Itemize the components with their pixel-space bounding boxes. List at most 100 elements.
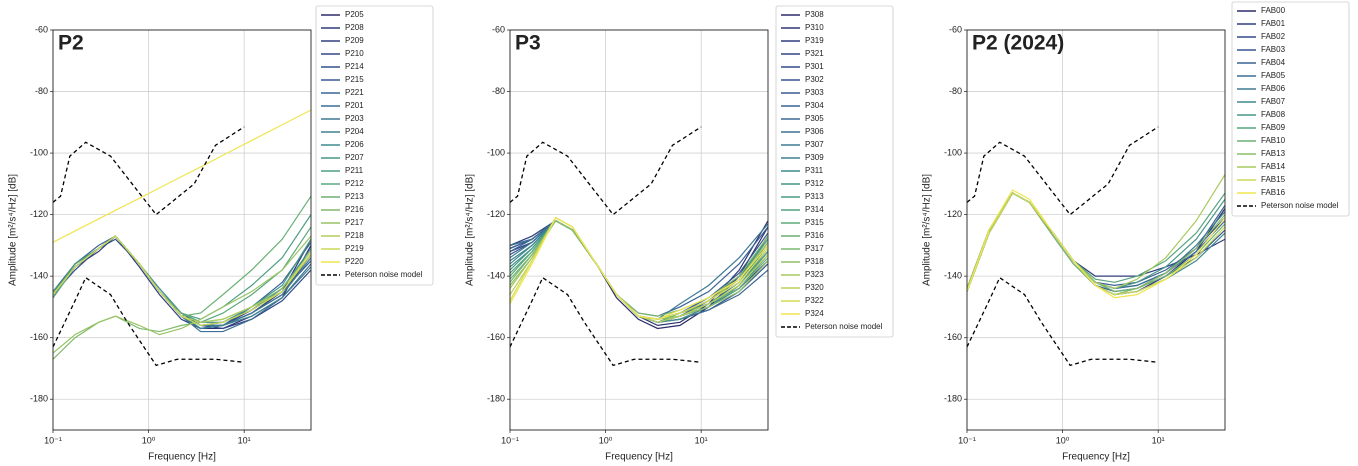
- x-axis-label: Frequency [Hz]: [605, 452, 673, 463]
- legend-label: P304: [805, 101, 824, 110]
- legend-frame: [775, 5, 894, 338]
- legend-label: FAB13: [1261, 149, 1286, 158]
- series-line: [53, 235, 311, 326]
- legend-label: P215: [345, 75, 364, 84]
- series-line: [967, 189, 1225, 299]
- legend-label: Peterson noise model: [805, 322, 883, 331]
- legend-label: P214: [345, 62, 364, 71]
- series-line: [510, 126, 702, 367]
- legend-label: P219: [345, 244, 364, 253]
- y-tick-label: -60: [949, 24, 962, 34]
- legend-label: P213: [345, 192, 364, 201]
- legend-label: P218: [345, 231, 364, 240]
- y-tick-label: -160: [487, 332, 505, 342]
- y-axis-label: Amplitude [m²/s⁴/Hz] [dB]: [922, 174, 933, 286]
- legend-label: P313: [805, 192, 824, 201]
- y-tick-label: -60: [492, 24, 505, 34]
- legend-label: FAB07: [1261, 97, 1286, 106]
- legend-label: P217: [345, 218, 364, 227]
- y-tick-label: -100: [487, 147, 505, 157]
- y-tick-label: -180: [30, 394, 48, 404]
- y-tick-label: -80: [492, 86, 505, 96]
- x-tick-label: 10¹: [1152, 435, 1165, 445]
- legend-label: P221: [345, 88, 364, 97]
- legend-label: P319: [805, 36, 824, 45]
- y-tick-label: -100: [944, 147, 962, 157]
- legend-label: P209: [345, 36, 364, 45]
- chart-title: P2 (2024): [972, 32, 1064, 55]
- y-tick-label: -80: [35, 86, 48, 96]
- legend-label: FAB14: [1261, 162, 1286, 171]
- x-axis-label: Frequency [Hz]: [148, 452, 216, 463]
- legend-label: FAB09: [1261, 123, 1286, 132]
- legend-label: Peterson noise model: [1261, 201, 1339, 210]
- panel: -180 -160 -140 -120 -100 -80 -60 10⁻¹ 10⁰ 10¹ P2 (…: [922, 1, 1350, 463]
- legend-label: P212: [345, 179, 364, 188]
- legend-label: P314: [805, 205, 824, 214]
- y-tick-label: -140: [944, 271, 962, 281]
- panel: -180 -160 -140 -120 -100 -80 -60 10⁻¹ 10⁰ 10¹ P3 Fr…: [465, 5, 894, 463]
- chart-title: P3: [515, 32, 541, 55]
- x-tick-label: 10⁻¹: [501, 435, 519, 445]
- legend-label: P216: [345, 205, 364, 214]
- legend-label: P317: [805, 244, 824, 253]
- y-tick-label: -140: [487, 271, 505, 281]
- series-line: [53, 126, 245, 367]
- legend-label: P204: [345, 127, 364, 136]
- legend-label: FAB02: [1261, 32, 1286, 41]
- legend-label: P201: [345, 101, 364, 110]
- legend-label: P324: [805, 309, 824, 318]
- plot-frame: [966, 29, 1226, 431]
- y-axis-label: Amplitude [m²/s⁴/Hz] [dB]: [8, 174, 19, 286]
- y-tick-label: -80: [949, 86, 962, 96]
- legend-label: FAB06: [1261, 84, 1286, 93]
- legend-label: P211: [345, 166, 364, 175]
- legend-label: FAB10: [1261, 136, 1286, 145]
- legend-label: Peterson noise model: [345, 270, 423, 279]
- legend-label: P303: [805, 88, 824, 97]
- legend-label: P308: [805, 10, 824, 19]
- legend-label: P318: [805, 257, 824, 266]
- legend-frame: [315, 5, 434, 286]
- y-tick-label: -60: [35, 24, 48, 34]
- y-tick-label: -180: [944, 394, 962, 404]
- legend-label: P301: [805, 62, 824, 71]
- legend-label: FAB04: [1261, 58, 1286, 67]
- y-tick-label: -160: [944, 332, 962, 342]
- legend-label: P206: [345, 140, 364, 149]
- x-tick-label: 10¹: [238, 435, 251, 445]
- legend-label: P316: [805, 231, 824, 240]
- legend-label: FAB01: [1261, 19, 1286, 28]
- legend-label: P322: [805, 296, 824, 305]
- y-tick-label: -120: [30, 209, 48, 219]
- legend-label: FAB15: [1261, 175, 1286, 184]
- legend-label: P205: [345, 10, 364, 19]
- x-tick-label: 10¹: [695, 435, 708, 445]
- legend-label: P203: [345, 114, 364, 123]
- x-tick-label: 10⁰: [1056, 435, 1070, 445]
- legend-label: P320: [805, 283, 824, 292]
- plot-frame: [52, 29, 312, 431]
- legend-label: P210: [345, 49, 364, 58]
- legend-label: P307: [805, 140, 824, 149]
- legend-label: P323: [805, 270, 824, 279]
- legend-label: P306: [805, 127, 824, 136]
- y-tick-label: -140: [30, 271, 48, 281]
- series-line: [53, 109, 311, 243]
- y-tick-label: -180: [487, 394, 505, 404]
- legend-label: P311: [805, 166, 824, 175]
- y-tick-label: -120: [487, 209, 505, 219]
- series-line: [967, 126, 1159, 367]
- legend-label: P208: [345, 23, 364, 32]
- legend-label: FAB03: [1261, 45, 1286, 54]
- series-line: [53, 235, 311, 354]
- legend-label: FAB08: [1261, 110, 1286, 119]
- x-tick-label: 10⁰: [142, 435, 156, 445]
- legend-label: P321: [805, 49, 824, 58]
- panel: -180 -160 -140 -120 -100 -80 -60 10⁻¹ 10⁰ 10¹ P2 Fr…: [8, 5, 434, 463]
- x-tick-label: 10⁻¹: [958, 435, 976, 445]
- legend-label: P220: [345, 257, 364, 266]
- y-tick-label: -100: [30, 147, 48, 157]
